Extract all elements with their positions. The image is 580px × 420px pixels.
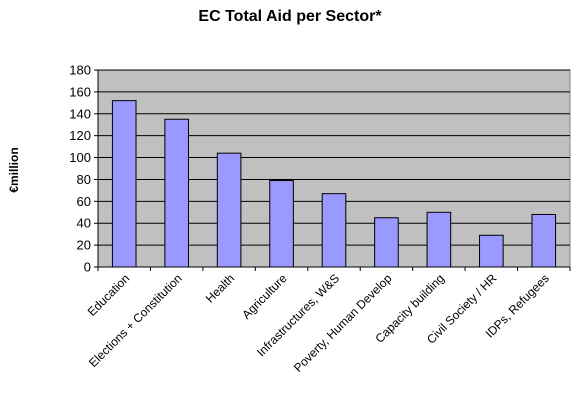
bar-6: [374, 217, 399, 268]
y-tick-label: 140: [69, 106, 91, 121]
y-tick-label: 40: [77, 216, 91, 231]
y-tick-label: 120: [69, 128, 91, 143]
x-category-label: Poverty, Human Develop: [291, 271, 395, 375]
bar-2: [164, 118, 189, 268]
x-category-label: Elections + Constitution: [86, 271, 185, 370]
y-tick-labels-group: 0 20 40 60 80 100 120 140 160 180: [69, 63, 91, 275]
x-category-label: Agriculture: [239, 271, 290, 322]
chart-title: EC Total Aid per Sector*: [198, 8, 382, 25]
y-tick-label: 20: [77, 238, 91, 253]
x-category-label: Health: [203, 271, 237, 305]
bar-1: [111, 100, 137, 268]
y-tick-label: 0: [84, 260, 91, 275]
bar-7: [426, 211, 452, 268]
y-tick-label: 160: [69, 84, 91, 99]
y-tick-label: 180: [69, 63, 91, 78]
bar-3: [216, 152, 242, 268]
y-tick-label: 80: [77, 172, 91, 187]
bar-5: [321, 193, 347, 268]
bar-9: [531, 213, 557, 268]
bar-8: [479, 234, 504, 268]
bar-4: [269, 180, 294, 268]
y-tick-label: 60: [77, 194, 91, 209]
bars-group: [111, 100, 557, 268]
x-category-label: Education: [85, 271, 133, 319]
y-tick-label: 100: [69, 150, 91, 165]
axes-group: [94, 69, 571, 271]
